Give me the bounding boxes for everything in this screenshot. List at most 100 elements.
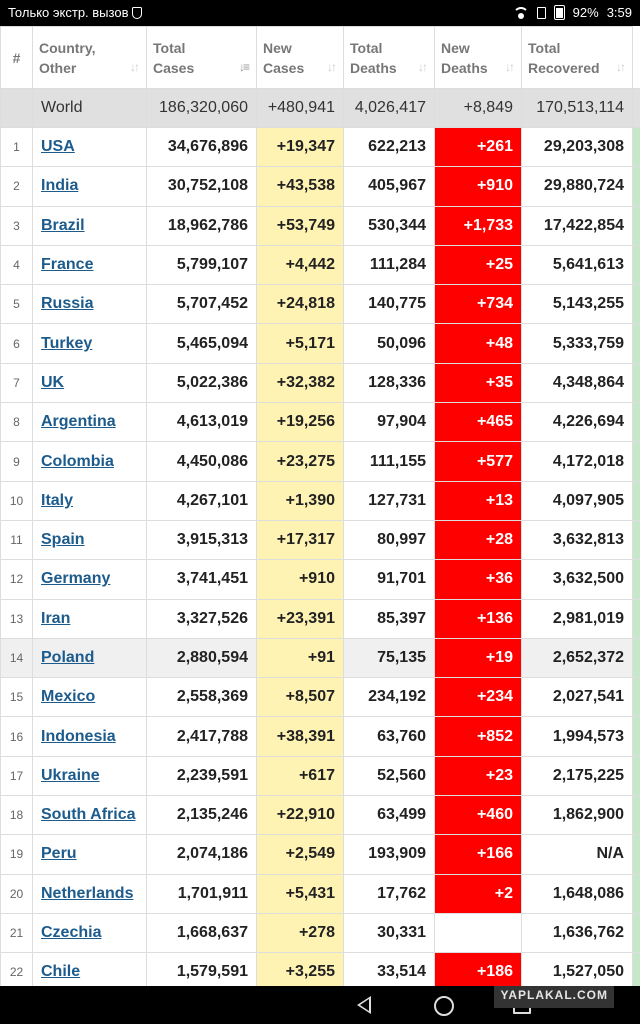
country-link-cell: Brazil	[32, 205, 147, 246]
total-cases-cell: 34,676,896	[146, 126, 257, 168]
country-link[interactable]: Turkey	[41, 334, 93, 352]
country-link[interactable]: Czechia	[41, 924, 102, 942]
total-deaths-cell: 127,731	[343, 480, 435, 521]
total-cases-cell: 1,579,591	[146, 952, 257, 986]
country-link[interactable]: South Africa	[41, 806, 136, 824]
country-link[interactable]: Colombia	[41, 452, 114, 470]
new-deaths-cell: +577	[434, 441, 522, 482]
total-cases-cell: 2,135,246	[146, 795, 257, 836]
new-cases-cell: +23,275	[256, 441, 344, 482]
total-cases-cell: 5,799,107	[146, 244, 257, 286]
new-deaths-cell: +48	[434, 323, 522, 364]
country-link[interactable]: Peru	[41, 845, 77, 863]
header-new-deaths[interactable]: New Deaths ↓↑	[434, 26, 522, 89]
new-deaths-cell: +19	[434, 637, 522, 679]
world-new-cases: +480,941	[256, 88, 344, 128]
country-link[interactable]: India	[41, 177, 79, 195]
header-total-deaths[interactable]: Total Deaths ↓↑	[343, 26, 435, 89]
new-deaths-cell: +23	[434, 755, 522, 797]
country-link-cell: Italy	[32, 480, 147, 521]
country-link-cell: Poland	[32, 637, 147, 679]
row-rank-cell: 2	[0, 166, 33, 207]
table-row: 18 South Africa 2,135,246 +22,910 63,499 +460…	[0, 795, 640, 836]
carrier-text: Только экстр. вызов	[8, 5, 129, 20]
battery-percent: 92%	[572, 5, 599, 20]
row-rank-cell: 20	[0, 873, 33, 914]
header-new-cases[interactable]: New Cases ↓↑	[256, 26, 344, 89]
country-link[interactable]: Germany	[41, 570, 111, 588]
country-link[interactable]: USA	[41, 138, 75, 156]
country-link[interactable]: Chile	[41, 963, 81, 981]
country-link[interactable]: Italy	[41, 491, 74, 509]
row-edge	[632, 205, 640, 246]
country-link[interactable]: Argentina	[41, 413, 116, 431]
header-total-recovered[interactable]: Total Recovered ↓↑	[521, 26, 633, 89]
total-deaths-cell: 140,775	[343, 284, 435, 325]
country-link[interactable]: Mexico	[41, 688, 96, 706]
table-row: 9 Colombia 4,450,086 +23,275 111,155 +577 4,17…	[0, 441, 640, 482]
country-link[interactable]: Iran	[41, 609, 71, 627]
country-link[interactable]: Russia	[41, 295, 94, 313]
sort-icon: ↓↑	[327, 60, 337, 74]
country-link[interactable]: UK	[41, 373, 65, 391]
total-deaths-cell: 128,336	[343, 362, 435, 404]
header-edge	[633, 27, 640, 89]
row-edge	[632, 873, 640, 914]
country-link[interactable]: Netherlands	[41, 884, 134, 902]
world-total-deaths: 4,026,417	[343, 88, 435, 128]
total-deaths-cell: 52,560	[343, 755, 435, 797]
country-link-cell: India	[32, 166, 147, 207]
country-link-cell: Chile	[32, 952, 147, 986]
new-deaths-cell	[434, 912, 522, 954]
row-edge	[632, 598, 640, 639]
total-cases-cell: 5,022,386	[146, 362, 257, 404]
battery-icon	[553, 5, 565, 20]
country-link-cell: Mexico	[32, 677, 147, 718]
country-link[interactable]: Ukraine	[41, 766, 100, 784]
total-deaths-cell: 97,904	[343, 402, 435, 443]
country-link[interactable]: Brazil	[41, 216, 85, 234]
world-total-cases: 186,320,060	[146, 88, 257, 128]
total-recovered-cell: 5,143,255	[521, 284, 633, 325]
country-link[interactable]: Poland	[41, 649, 95, 666]
new-cases-cell: +53,749	[256, 205, 344, 246]
row-rank-cell: 21	[0, 912, 33, 954]
country-link[interactable]: Indonesia	[41, 727, 116, 745]
country-link-cell: Spain	[32, 519, 147, 561]
country-link-cell: Iran	[32, 598, 147, 639]
row-edge	[632, 441, 640, 482]
covid-table-container[interactable]: # Country, Other ↓↑ Total Cases ↓≡ New Cas…	[0, 26, 640, 986]
header-country[interactable]: Country, Other ↓↑	[32, 26, 147, 89]
header-total-cases[interactable]: Total Cases ↓≡	[146, 26, 257, 89]
total-deaths-cell: 17,762	[343, 873, 435, 914]
new-deaths-cell: +136	[434, 598, 522, 639]
country-link-cell: Argentina	[32, 402, 147, 443]
total-deaths-cell: 622,213	[343, 126, 435, 168]
total-deaths-cell: 193,909	[343, 834, 435, 875]
new-cases-cell: +43,538	[256, 166, 344, 207]
back-icon[interactable]	[357, 996, 371, 1014]
table-row: 12 Germany 3,741,451 +910 91,701 +36 3,632,500	[0, 559, 640, 600]
country-link-cell: Russia	[32, 284, 147, 325]
new-cases-cell: +32,382	[256, 362, 344, 404]
total-deaths-cell: 85,397	[343, 598, 435, 639]
total-recovered-cell: N/A	[521, 834, 633, 875]
total-recovered-cell: 29,203,308	[521, 126, 633, 168]
country-link[interactable]: France	[41, 256, 94, 274]
country-link[interactable]: Spain	[41, 531, 85, 549]
total-deaths-cell: 111,155	[343, 441, 435, 482]
table-row: 7 UK 5,022,386 +32,382 128,336 +35 4,348,864	[0, 362, 640, 404]
total-recovered-cell: 2,175,225	[521, 755, 633, 797]
table-row: 14 Poland 2,880,594 +91 75,135 +19 2,652,372	[0, 637, 640, 679]
new-cases-cell: +91	[256, 637, 344, 679]
country-link-cell: Peru	[32, 834, 147, 875]
world-new-deaths: +8,849	[434, 88, 522, 128]
row-rank-cell: 6	[0, 323, 33, 364]
new-deaths-cell: +910	[434, 166, 522, 207]
new-cases-cell: +5,171	[256, 323, 344, 364]
total-recovered-cell: 2,027,541	[521, 677, 633, 718]
row-edge	[632, 284, 640, 325]
clock: 3:59	[606, 5, 632, 20]
home-icon[interactable]	[434, 996, 454, 1016]
new-cases-cell: +5,431	[256, 873, 344, 914]
